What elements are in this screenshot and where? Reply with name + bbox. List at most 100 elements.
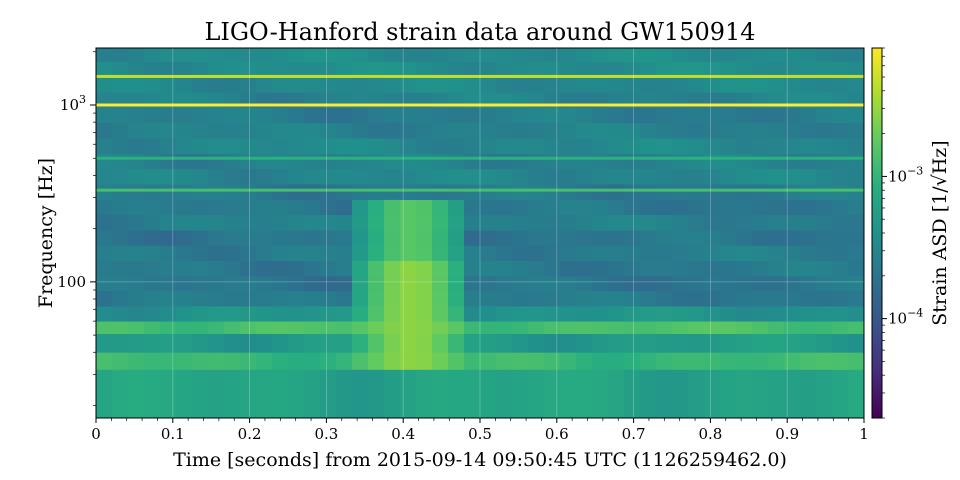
heatmap-cell — [800, 321, 817, 334]
heatmap-cell — [688, 321, 705, 334]
heatmap-cell — [208, 306, 225, 322]
heatmap-cell — [560, 230, 577, 246]
heatmap-cell — [592, 153, 609, 170]
heatmap-cell — [464, 61, 481, 78]
heatmap-cell — [256, 214, 273, 231]
heatmap-cell — [608, 61, 625, 78]
heatmap-cell — [192, 61, 209, 78]
heatmap-cell — [304, 260, 321, 277]
heatmap-cell — [480, 48, 497, 62]
heatmap-cell — [240, 260, 257, 277]
heatmap-cell — [560, 275, 577, 292]
heatmap-cell — [560, 306, 577, 322]
heatmap-cell — [528, 214, 545, 231]
heatmap-cell — [768, 230, 785, 246]
heatmap-cell — [640, 260, 657, 277]
heatmap-cell — [624, 61, 641, 78]
heatmap-cell — [688, 48, 705, 62]
heatmap-cell — [464, 153, 481, 170]
heatmap-cell — [848, 48, 864, 62]
heatmap-cell — [144, 48, 161, 62]
heatmap-cell — [368, 321, 385, 334]
heatmap-cell — [208, 122, 225, 139]
heatmap-cell — [688, 184, 705, 200]
heatmap-cell — [640, 107, 657, 124]
heatmap-cell — [656, 48, 673, 62]
heatmap-cell — [576, 122, 593, 139]
heatmap-cell — [176, 107, 193, 124]
heatmap-cell — [752, 48, 769, 62]
heatmap-cell — [336, 321, 353, 334]
heatmap-cell — [224, 333, 241, 353]
heatmap-cell — [768, 138, 785, 154]
heatmap-cell — [672, 122, 689, 139]
heatmap-cell — [512, 122, 529, 139]
heatmap-cell — [416, 168, 433, 185]
heatmap-cell — [400, 153, 417, 170]
heatmap-cell — [352, 184, 369, 200]
heatmap-cell — [320, 275, 337, 292]
heatmap-cell — [336, 245, 353, 261]
heatmap-cell — [576, 245, 593, 261]
heatmap-cell — [672, 214, 689, 231]
heatmap-cell — [96, 260, 113, 277]
heatmap-cell — [816, 352, 833, 370]
heatmap-cell — [320, 321, 337, 334]
heatmap-cell — [112, 48, 129, 62]
heatmap-cell — [192, 122, 209, 139]
heatmap-cell — [560, 138, 577, 154]
heatmap-cell — [368, 352, 385, 370]
heatmap-cell — [704, 245, 721, 261]
heatmap-cell — [160, 290, 177, 307]
heatmap-cell — [576, 260, 593, 277]
heatmap-cell — [256, 61, 273, 78]
heatmap-cell — [256, 290, 273, 307]
heatmap-cell — [432, 290, 449, 307]
heatmap-cell — [96, 230, 113, 246]
heatmap-cell — [672, 61, 689, 78]
heatmap-cell — [288, 245, 305, 261]
heatmap-cell — [400, 168, 417, 185]
heatmap-cell — [784, 306, 801, 322]
heatmap-cell — [144, 333, 161, 353]
heatmap-cell — [128, 153, 145, 170]
heatmap-cell — [320, 153, 337, 170]
heatmap-cell — [160, 333, 177, 353]
heatmap-cell — [672, 184, 689, 200]
heatmap-cell — [320, 107, 337, 124]
heatmap-cell — [768, 107, 785, 124]
heatmap-cell — [384, 260, 401, 277]
heatmap-cell — [464, 76, 481, 93]
heatmap-cell — [96, 61, 113, 78]
heatmap-cell — [416, 245, 433, 261]
heatmap-cell — [432, 61, 449, 78]
heatmap-cell — [448, 107, 465, 124]
heatmap-cell — [784, 184, 801, 200]
heatmap-cell — [736, 290, 753, 307]
heatmap-cell — [208, 333, 225, 353]
heatmap-cell — [768, 48, 785, 62]
heatmap-cell — [480, 76, 497, 93]
heatmap-cell — [512, 199, 529, 216]
heatmap-cell — [736, 306, 753, 322]
heatmap-cell — [688, 245, 705, 261]
heatmap-cell — [736, 168, 753, 185]
heatmap-cell — [656, 214, 673, 231]
heatmap-cell — [448, 199, 465, 216]
heatmap-cell — [400, 199, 417, 216]
heatmap-cell — [720, 369, 737, 418]
heatmap-cell — [112, 184, 129, 200]
heatmap-cell — [112, 290, 129, 307]
heatmap-cell — [256, 107, 273, 124]
heatmap-cell — [528, 107, 545, 124]
heatmap-cell — [736, 122, 753, 139]
heatmap-cell — [768, 214, 785, 231]
heatmap-cell — [112, 76, 129, 93]
heatmap-cell — [208, 76, 225, 93]
heatmap-cell — [160, 122, 177, 139]
heatmap-cell — [400, 48, 417, 62]
heatmap-cell — [416, 306, 433, 322]
heatmap-cell — [448, 245, 465, 261]
x-tick-label: 0.1 — [161, 425, 185, 443]
